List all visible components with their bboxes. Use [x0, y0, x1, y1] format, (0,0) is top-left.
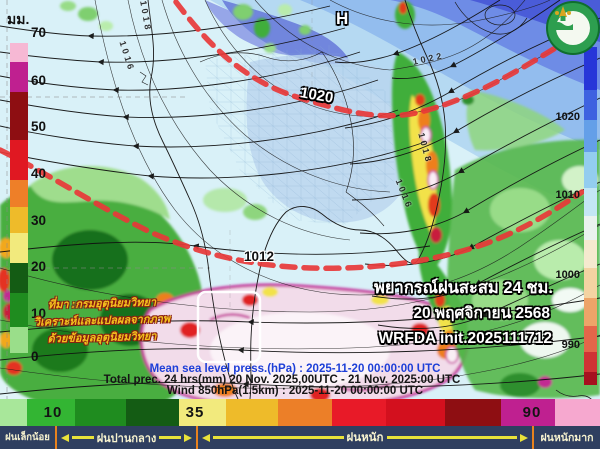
left-scale-unit: มม. — [7, 11, 30, 27]
legend-heavy-rain: ฝนหนัก — [198, 426, 532, 449]
legend-very-heavy-rain: ฝนหนักมาก — [534, 426, 600, 449]
arrow-right-icon — [184, 433, 192, 442]
legend-light-rain-label: ฝนเล็กน้อย — [5, 432, 50, 443]
info-wind-850hpa: Wind 850hPa(1.5km) : 2025-11-20 00:00:00… — [166, 385, 424, 397]
colorbar-value-10: 10 — [43, 404, 63, 421]
tmd-logo — [546, 1, 600, 55]
isobar-label-1012: 1012 — [244, 249, 275, 264]
legend-moderate-rain-label: ฝนปานกลาง — [96, 432, 157, 445]
high-pressure-label: H — [336, 9, 349, 28]
left-tick-30: 30 — [31, 213, 47, 228]
southern-thailand-highlight-box — [196, 290, 262, 364]
forecast-title: พยากรณ์ฝนสะสม 24 ชม. — [374, 279, 553, 297]
legend-very-heavy-rain-label: ฝนหนักมาก — [540, 432, 594, 444]
forecast-date: 20 พฤศจิกายน 2568 — [413, 305, 550, 322]
tmd-logo-emblem — [553, 6, 590, 45]
colorbar-value-90: 90 — [522, 404, 542, 421]
right-tick-990: 990 — [561, 339, 580, 351]
left-tick-40: 40 — [31, 166, 47, 181]
legend-divider-35 — [196, 426, 198, 449]
left-tick-50: 50 — [31, 119, 47, 134]
rainfall-shading — [0, 1, 600, 415]
right-tick-1010: 1010 — [555, 189, 580, 201]
left-tick-60: 60 — [31, 73, 47, 88]
coastlines — [139, 0, 595, 403]
wind-streamlines — [0, 0, 600, 395]
left-tick-20: 20 — [31, 259, 47, 274]
left-tick-10: 10 — [31, 306, 47, 321]
left-tick-70: 70 — [31, 25, 47, 40]
graticule-lines — [0, 0, 313, 399]
legend-divider-10 — [55, 426, 57, 449]
arrow-left-icon — [202, 433, 210, 442]
arrow-right-icon — [520, 433, 529, 442]
info-msl-pressure: Mean sea level press.(hPa) : 2025-11-20 … — [149, 363, 441, 375]
left-rain-scale-bar — [10, 43, 28, 353]
legend-light-rain: ฝนเล็กน้อย — [0, 426, 55, 449]
colorbar-value-35: 35 — [185, 404, 205, 421]
left-tick-0: 0 — [31, 349, 39, 364]
rainfall-colorbar — [0, 399, 600, 426]
right-pressure-scale-bar — [584, 47, 597, 385]
legend-heavy-rain-label: ฝนหนัก — [346, 431, 384, 444]
right-tick-1020: 1020 — [555, 111, 580, 123]
legend-divider-90 — [532, 426, 534, 449]
right-tick-1000: 1000 — [555, 269, 580, 281]
arrow-left-icon — [61, 433, 69, 442]
legend-moderate-rain: ฝนปานกลาง — [57, 426, 196, 449]
info-total-precip: Total prec. 24 hrs(mm) 20 Nov. 2025,00UT… — [103, 374, 461, 386]
trough-lines — [0, 0, 585, 272]
forecast-model: WRFDA init.2025111712 — [378, 330, 552, 347]
rainfall-legend-strip: ฝนเล็กน้อย ฝนปานกลาง ฝนหนัก ฝนหนักมาก — [0, 426, 600, 449]
